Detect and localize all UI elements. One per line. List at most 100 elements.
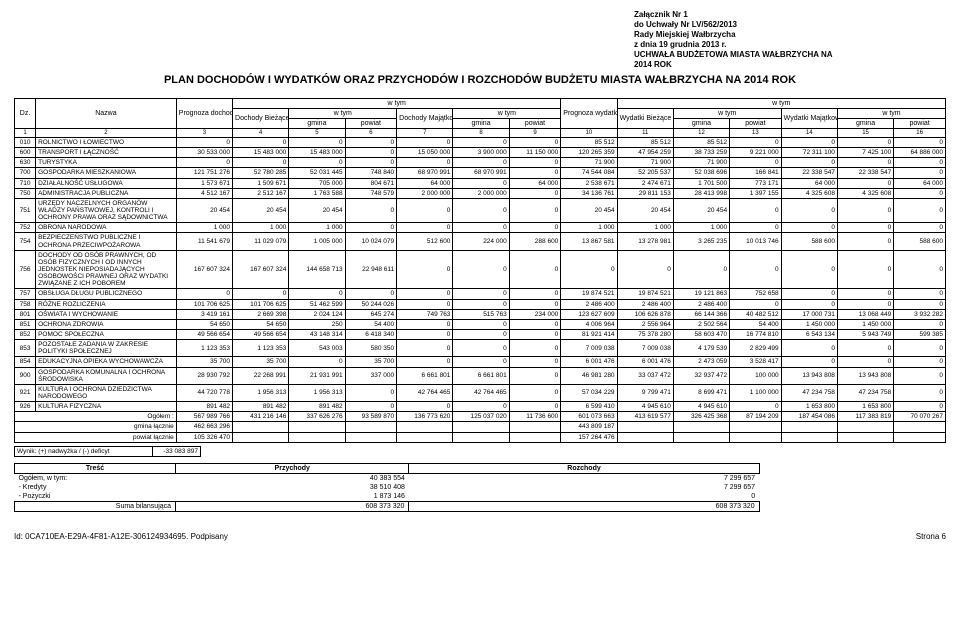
cell-value: 54 400 bbox=[730, 319, 782, 329]
cell-value: 0 bbox=[345, 148, 397, 158]
cell-value: 50 244 026 bbox=[345, 299, 397, 309]
cell-value: 35 700 bbox=[233, 357, 289, 367]
col-number: 11 bbox=[617, 129, 673, 138]
cell-dz: 710 bbox=[15, 178, 36, 188]
th-doch-maj: Dochody Majątkowe bbox=[397, 109, 453, 129]
ogolem-value: 431 216 146 bbox=[233, 412, 289, 422]
cell-value: 1 397 155 bbox=[730, 188, 782, 198]
cell-value: 40 482 512 bbox=[730, 309, 782, 319]
table-row: 852POMOC SPOŁECZNA49 566 65449 566 65443… bbox=[15, 329, 946, 339]
cell-value: 1 573 671 bbox=[176, 178, 232, 188]
cell-value: 5 943 749 bbox=[837, 329, 893, 339]
gmina-l-doch: 462 663 296 bbox=[176, 422, 232, 432]
bilans-table: Treść Przychody Rozchody Ogółem, w tym:4… bbox=[14, 463, 760, 512]
cell-value: 121 751 276 bbox=[176, 168, 232, 178]
table-row: 853POZOSTAŁE ZADANIA W ZAKRESIE POLITYKI… bbox=[15, 340, 946, 357]
cell-value: 0 bbox=[509, 188, 561, 198]
cell-value: 515 763 bbox=[453, 309, 509, 319]
col-number: 3 bbox=[176, 129, 232, 138]
cell-value: 0 bbox=[509, 250, 561, 289]
cell-value: 0 bbox=[289, 289, 345, 299]
col-number: 4 bbox=[233, 129, 289, 138]
hdr-line5: UCHWAŁA BUDŻETOWA MIASTA WAŁBRZYCHA NA bbox=[634, 50, 946, 60]
cell-value: 2 538 671 bbox=[561, 178, 617, 188]
cell-value: 22 948 611 bbox=[345, 250, 397, 289]
cell-value: 0 bbox=[730, 198, 782, 222]
cell-value: 2 000 000 bbox=[453, 188, 509, 198]
bilans-przychody: 1 873 146 bbox=[176, 492, 409, 502]
th-wyd-maj: Wydatki Majątkowe bbox=[781, 109, 837, 129]
table-row: 750ADMINISTRACJA PUBLICZNA4 512 1672 512… bbox=[15, 188, 946, 198]
ogolem-value: 93 589 870 bbox=[345, 412, 397, 422]
cell-value: 54 400 bbox=[345, 319, 397, 329]
bilans-row: - Kredyty38 510 4087 299 657 bbox=[15, 483, 760, 492]
cell-value: 2 502 564 bbox=[673, 319, 729, 329]
ogolem-value: 601 073 663 bbox=[561, 412, 617, 422]
cell-name: DOCHODY OD OSÓB PRAWNYCH, OD OSÓB FIZYCZ… bbox=[36, 250, 177, 289]
cell-value: 0 bbox=[453, 158, 509, 168]
bilans-przychody: 38 510 408 bbox=[176, 483, 409, 492]
cell-name: KULTURA I OCHRONA DZIEDZICTWA NARODOWEGO bbox=[36, 384, 177, 401]
th-powiat1: powiat bbox=[345, 119, 397, 129]
cell-value: 0 bbox=[453, 329, 509, 339]
cell-name: DZIAŁALNOŚĆ USŁUGOWA bbox=[36, 178, 177, 188]
cell-value: 0 bbox=[781, 289, 837, 299]
cell-value: 20 454 bbox=[561, 198, 617, 222]
table-row: 756DOCHODY OD OSÓB PRAWNYCH, OD OSÓB FIZ… bbox=[15, 250, 946, 289]
cell-value: 2 474 671 bbox=[617, 178, 673, 188]
cell-name: RÓŻNE ROZLICZENIA bbox=[36, 299, 177, 309]
cell-value: 15 483 000 bbox=[233, 148, 289, 158]
cell-value: 0 bbox=[730, 250, 782, 289]
cell-value: 0 bbox=[397, 402, 453, 412]
cell-dz: 921 bbox=[15, 384, 36, 401]
cell-value: 0 bbox=[781, 357, 837, 367]
cell-value: 11 150 000 bbox=[509, 148, 561, 158]
bilans-row: - Pożyczki1 873 1460 bbox=[15, 492, 760, 502]
cell-value: 0 bbox=[453, 138, 509, 148]
cell-value: 47 954 259 bbox=[617, 148, 673, 158]
cell-value: 144 658 713 bbox=[289, 250, 345, 289]
cell-value: 0 bbox=[837, 138, 893, 148]
cell-value: 1 653 800 bbox=[781, 402, 837, 412]
cell-name: TURYSTYKA bbox=[36, 158, 177, 168]
table-row: 851OCHRONA ZDROWIA54 65054 65025054 4000… bbox=[15, 319, 946, 329]
col-number: 9 bbox=[509, 129, 561, 138]
ogolem-value: 11 736 600 bbox=[509, 412, 561, 422]
footer-page: Strona 6 bbox=[916, 532, 946, 541]
cell-value: 3 419 161 bbox=[176, 309, 232, 319]
cell-value: 891 482 bbox=[233, 402, 289, 412]
cell-name: URZĘDY NACZELNYCH ORGANÓW WŁADZY PAŃSTWO… bbox=[36, 198, 177, 222]
bilans-przychody: 40 383 554 bbox=[176, 473, 409, 483]
cell-value: 0 bbox=[894, 384, 946, 401]
cell-value: 0 bbox=[509, 340, 561, 357]
cell-value: 3 900 000 bbox=[453, 148, 509, 158]
bilans-suma-row: Suma bilansująca608 373 320608 373 320 bbox=[15, 501, 760, 511]
cell-value: 6 599 410 bbox=[561, 402, 617, 412]
th-powiat4: powiat bbox=[894, 119, 946, 129]
cell-value: 68 970 991 bbox=[453, 168, 509, 178]
cell-dz: 851 bbox=[15, 319, 36, 329]
cell-value: 1 005 000 bbox=[289, 233, 345, 250]
cell-value: 2 486 400 bbox=[617, 299, 673, 309]
cell-value: 0 bbox=[176, 138, 232, 148]
th-gmina3: gmina bbox=[673, 119, 729, 129]
cell-value: 0 bbox=[894, 138, 946, 148]
cell-dz: 853 bbox=[15, 340, 36, 357]
cell-value: 0 bbox=[781, 299, 837, 309]
cell-value: 17 000 731 bbox=[781, 309, 837, 319]
col-number: 12 bbox=[673, 129, 729, 138]
cell-value: 85 512 bbox=[561, 138, 617, 148]
cell-value: 19 121 863 bbox=[673, 289, 729, 299]
cell-value: 30 533 000 bbox=[176, 148, 232, 158]
cell-value: 52 031 445 bbox=[289, 168, 345, 178]
cell-value: 4 945 610 bbox=[673, 402, 729, 412]
cell-value: 64 000 bbox=[781, 178, 837, 188]
cell-value: 645 274 bbox=[345, 309, 397, 319]
cell-value: 4 179 539 bbox=[673, 340, 729, 357]
cell-value: 54 650 bbox=[233, 319, 289, 329]
cell-value: 0 bbox=[730, 138, 782, 148]
cell-value: 19 874 521 bbox=[617, 289, 673, 299]
th-wtym2: w tym bbox=[453, 109, 561, 119]
cell-dz: 900 bbox=[15, 367, 36, 384]
cell-value: 120 265 359 bbox=[561, 148, 617, 158]
